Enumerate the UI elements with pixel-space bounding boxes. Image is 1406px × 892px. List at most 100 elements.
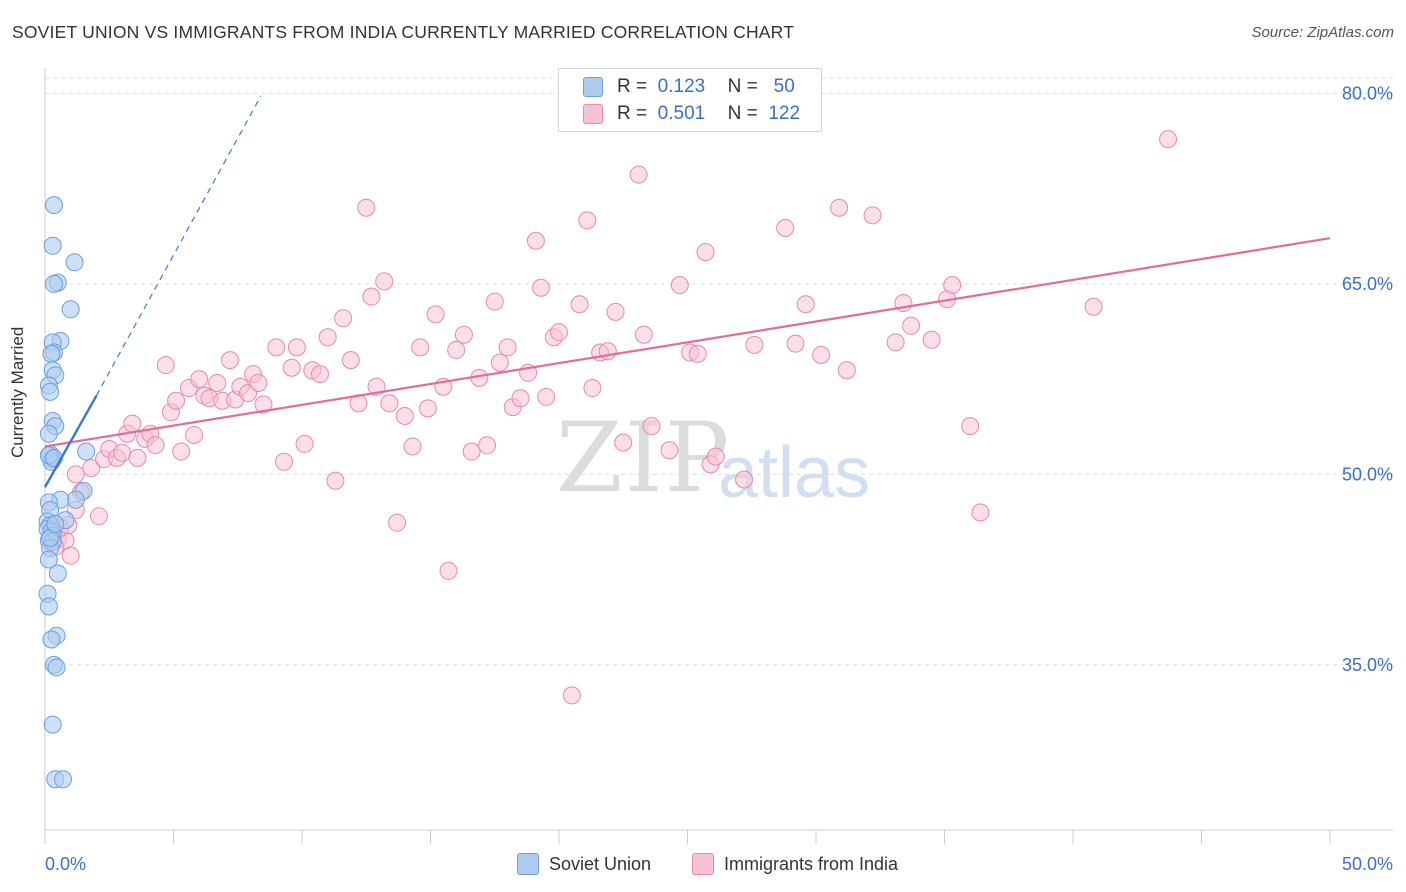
india-point — [61, 546, 80, 565]
india-point — [167, 391, 186, 410]
india-point — [578, 211, 597, 230]
india-point — [282, 358, 301, 377]
stats-legend: R = 0.123 N = 50 R = 0.501 N = 122 — [558, 68, 822, 132]
y-axis-label: Currently Married — [8, 326, 27, 458]
soviet-point — [41, 382, 60, 401]
india-point — [357, 198, 376, 217]
india-point — [670, 276, 689, 295]
soviet-point — [77, 442, 96, 461]
soviet-point — [39, 424, 58, 443]
soviet-point — [53, 770, 72, 789]
india-point — [634, 325, 653, 344]
india-point — [156, 356, 175, 375]
india-point — [334, 309, 353, 328]
india-point — [275, 452, 294, 471]
soviet-trendline-extension — [95, 95, 262, 396]
bottom-legend-label-india: Immigrants from India — [724, 853, 899, 874]
india-point — [128, 448, 147, 467]
india-point — [745, 335, 764, 354]
india-point — [380, 394, 399, 413]
india-point — [796, 295, 815, 314]
india-point — [185, 426, 204, 445]
india-point — [295, 434, 314, 453]
india-point — [190, 370, 209, 389]
soviet-trendline — [43, 395, 98, 488]
india-point — [886, 333, 905, 352]
soviet-point — [48, 564, 67, 583]
india-point — [208, 373, 227, 392]
india-point — [341, 351, 360, 370]
legend-r-value: 0.123 — [657, 76, 706, 97]
india-trendline — [44, 237, 1331, 448]
legend-n-label: N = — [727, 103, 758, 124]
y-tick-label: 80.0% — [1342, 83, 1393, 103]
legend-n-value: 122 — [768, 103, 801, 124]
legend-r-label: R = — [617, 103, 648, 124]
india-point — [550, 323, 568, 342]
india-point — [490, 353, 509, 372]
india-point — [362, 287, 381, 306]
india-point — [735, 470, 754, 489]
soviet-point — [43, 715, 62, 734]
india-point — [411, 338, 430, 357]
india-point — [570, 295, 589, 314]
legend-swatch-pink — [583, 104, 603, 124]
india-point — [812, 346, 831, 365]
legend-swatch-blue — [583, 77, 603, 97]
india-point — [642, 417, 661, 436]
y-tick-label: 50.0% — [1342, 464, 1393, 484]
india-point — [863, 206, 882, 225]
india-point — [583, 379, 602, 398]
india-point — [526, 231, 545, 250]
india-point — [326, 471, 345, 490]
soviet-point — [47, 658, 66, 677]
india-point — [375, 272, 394, 291]
india-point — [426, 305, 445, 324]
x-tick-label: 50.0% — [1342, 854, 1393, 874]
soviet-point — [39, 597, 58, 616]
india-point — [706, 447, 725, 466]
india-point — [447, 340, 466, 359]
india-point — [1159, 130, 1178, 149]
india-point — [922, 330, 941, 349]
india-point — [629, 165, 648, 184]
india-point — [1084, 297, 1103, 316]
india-point — [418, 399, 437, 418]
legend-row-india: R = 0.501 N = 122 — [583, 102, 800, 126]
india-point — [403, 437, 422, 456]
legend-n-value: 50 — [773, 76, 795, 97]
soviet-point — [39, 550, 58, 569]
india-point — [511, 389, 530, 408]
india-point — [537, 387, 556, 406]
soviet-point — [43, 236, 62, 255]
india-point — [113, 443, 132, 462]
soviet-point — [42, 630, 61, 649]
india-point — [66, 465, 85, 484]
india-point — [395, 406, 414, 425]
india-point — [310, 365, 329, 384]
india-point — [614, 433, 633, 452]
watermark-zip: ZIP — [556, 402, 732, 514]
soviet-point — [44, 196, 63, 215]
india-point — [837, 361, 856, 380]
india-point — [123, 414, 142, 433]
y-tick-label: 65.0% — [1342, 274, 1393, 294]
legend-n-label: N = — [727, 76, 758, 97]
soviet-point — [46, 514, 65, 533]
india-point — [830, 198, 849, 217]
india-point — [776, 219, 795, 238]
india-point — [688, 344, 707, 363]
x-tick-label: 0.0% — [45, 854, 86, 874]
india-point — [498, 338, 517, 357]
india-point — [172, 442, 191, 461]
bottom-legend-india: Immigrants from India — [692, 851, 898, 877]
legend-r-value: 0.501 — [657, 103, 706, 124]
soviet-point — [66, 490, 85, 509]
india-point — [146, 436, 165, 455]
soviet-point — [44, 448, 63, 467]
bottom-legend-label-soviet: Soviet Union — [549, 853, 652, 874]
india-point — [267, 338, 286, 357]
india-point — [287, 338, 306, 357]
soviet-point — [42, 344, 61, 363]
india-point — [478, 436, 497, 455]
